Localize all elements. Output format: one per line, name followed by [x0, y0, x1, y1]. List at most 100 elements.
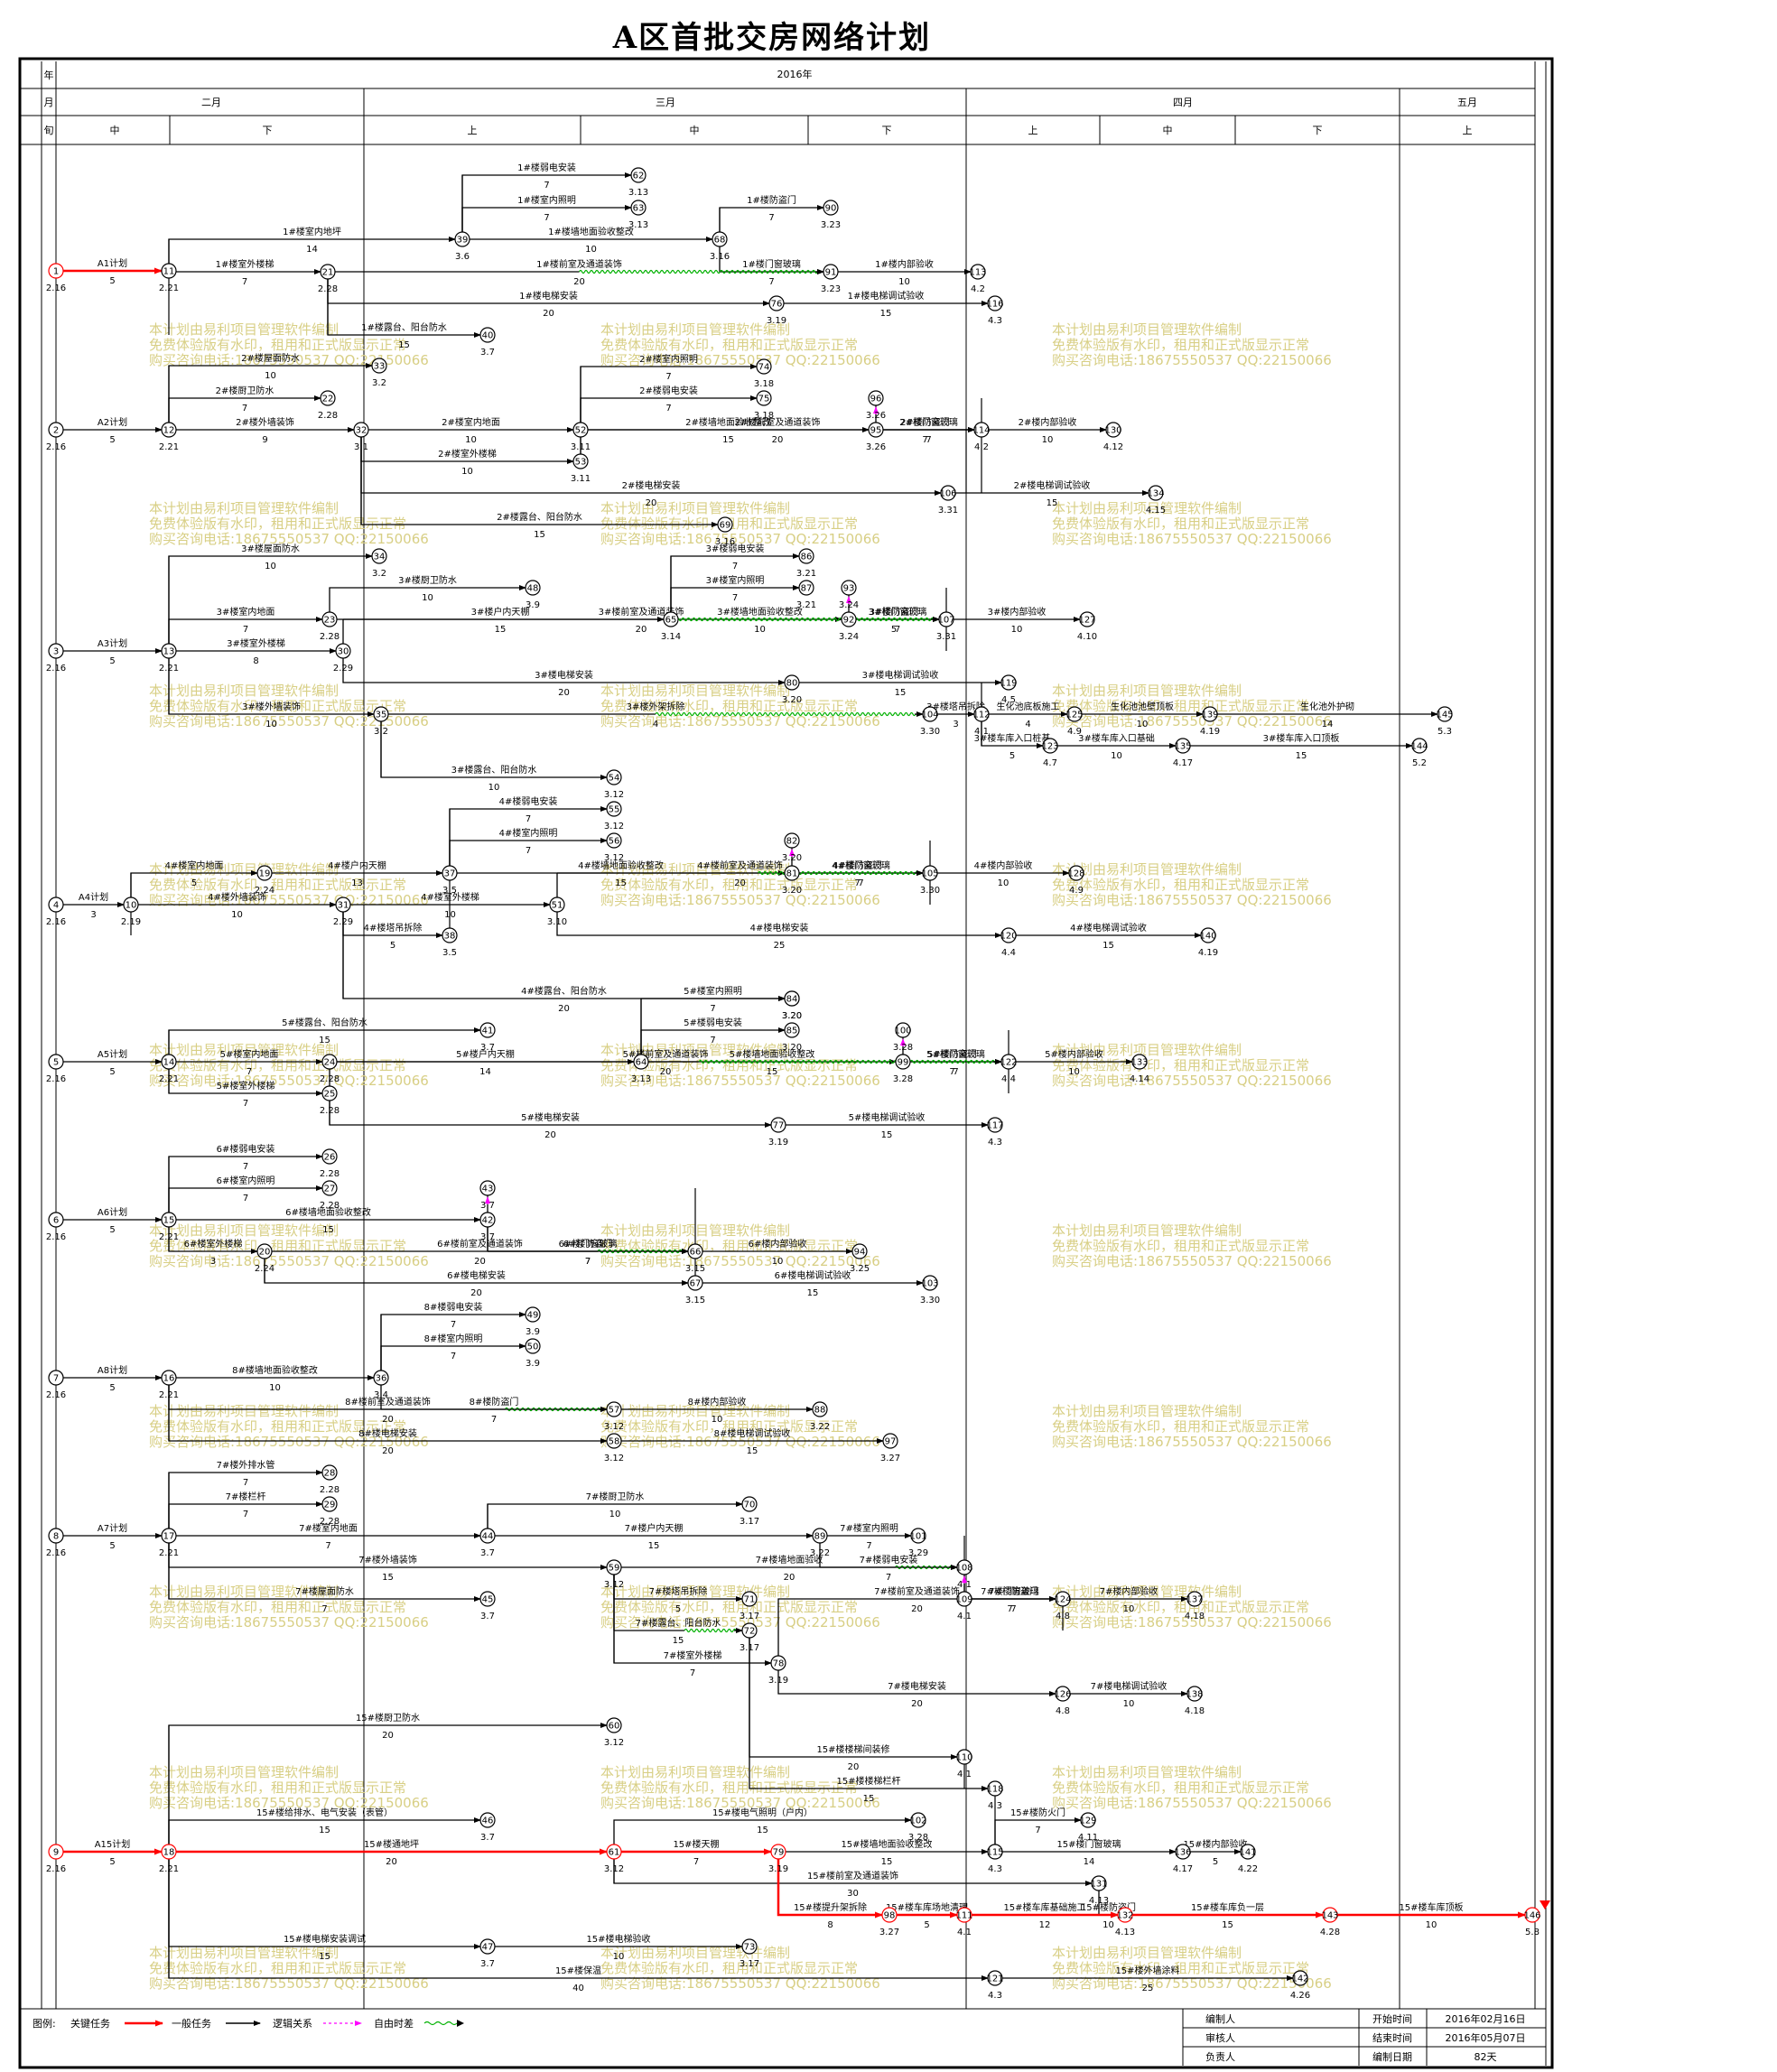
node-id: 111: [955, 1911, 972, 1921]
node-date: 3.9: [526, 1327, 540, 1337]
node-date: 3.19: [768, 1864, 788, 1874]
activity-name: 7#楼外排水管: [217, 1459, 275, 1471]
activity-arrow: 15#楼楼梯栏杆 15: [749, 1638, 989, 1804]
period-label: 上: [1463, 125, 1473, 136]
node-id: 145: [1436, 711, 1453, 720]
watermark-text: 免费体验版有水印，租用和正式版显示正常: [149, 516, 406, 532]
activity-duration: 10: [754, 625, 766, 635]
event-node: 333.2: [371, 358, 387, 388]
activity-duration: 20: [772, 435, 784, 445]
activity-duration: 20: [646, 498, 657, 508]
activity-name: 4#楼室内地面: [165, 859, 224, 871]
node-date: 3.15: [685, 1296, 705, 1305]
activity-duration: 7: [922, 435, 927, 445]
activity-name: 7#楼墙地面验收: [756, 1554, 823, 1566]
activity-duration: 15: [880, 309, 892, 319]
event-node: 923.24: [839, 611, 859, 642]
activity-name: 3#楼车库入口桩基: [974, 732, 1051, 744]
activity-duration: 10: [461, 467, 473, 477]
activity-duration: 10: [613, 1952, 625, 1962]
activity-arrow: 4#楼电梯调试验收 15: [1016, 922, 1202, 951]
node-date: 4.3: [988, 316, 1002, 326]
activity-name: 4#楼室内照明: [499, 827, 558, 839]
node-date: 2.16: [46, 664, 66, 674]
node-id: 94: [854, 1248, 866, 1258]
node-date: 4.8: [1056, 1706, 1070, 1716]
event-node: 122.21: [159, 422, 179, 452]
node-id: 112: [972, 711, 990, 720]
event-node: 743.18: [754, 358, 774, 389]
node-id: 69: [720, 521, 731, 531]
node-id: 37: [444, 869, 456, 879]
activity-arrow: 3#楼厨卫防水 10: [329, 574, 526, 612]
event-node: 129 4.11: [1078, 1812, 1098, 1843]
node-date: 2.28: [320, 1485, 340, 1495]
activity-name: 6#楼防盗门: [563, 1238, 613, 1250]
activity-duration: 15: [881, 1857, 893, 1867]
watermark-text: 免费体验版有水印，租用和正式版显示正常: [1052, 337, 1309, 353]
activity-duration: 7: [710, 1036, 715, 1045]
event-node: 893.22: [810, 1528, 830, 1558]
node-id: 39: [457, 236, 469, 246]
activity-duration: 14: [1322, 720, 1334, 729]
node-id: 19: [259, 869, 271, 879]
activity-name: 6#楼门窗玻璃: [559, 1238, 618, 1250]
event-node: 146 5.8: [1523, 1907, 1541, 1937]
node-date: 2.21: [159, 1390, 179, 1400]
node-id: 119: [1000, 679, 1017, 689]
node-date: 2.29: [333, 664, 353, 674]
legend-logic-label: 逻辑关系: [273, 2017, 312, 2030]
watermark-text: 购买咨询电话:18675550537 QQ:22150066: [600, 713, 880, 729]
activity-duration: 10: [1123, 1604, 1135, 1614]
event-node: 114 4.2: [972, 422, 991, 452]
node-id: 31: [338, 901, 349, 911]
node-date: 3.27: [880, 1454, 900, 1463]
activity-duration: 5: [109, 1383, 115, 1393]
event-node: 172.21: [159, 1528, 179, 1558]
activity-name: 2#楼墙地面验收整改: [685, 416, 771, 428]
event-node: 963.26: [866, 390, 886, 421]
node-id: 104: [921, 711, 938, 720]
activity-duration: 10: [231, 910, 243, 920]
activity-name: 2#楼外墙装饰: [236, 416, 294, 428]
activity-name: 6#楼前室及通道装饰: [437, 1238, 523, 1250]
watermark-text: 本计划由易利项目管理软件编制: [1052, 1222, 1242, 1239]
node-date: 3.20: [782, 695, 802, 705]
node-date: 4.3: [988, 1991, 1002, 2001]
activity-name: 6#楼室内照明: [217, 1175, 275, 1186]
node-id: 47: [482, 1943, 494, 1953]
event-node: 683.16: [710, 231, 730, 262]
node-date: 3.5: [442, 886, 457, 896]
node-date: 3.20: [782, 1011, 802, 1021]
node-id: 117: [986, 1121, 1003, 1131]
activity-duration: 10: [898, 277, 910, 287]
watermark-text: 免费体验版有水印，租用和正式版显示正常: [600, 337, 858, 353]
activity-arrow: A5计划 5: [63, 1048, 163, 1077]
activity-duration: 20: [848, 1762, 860, 1772]
activity-duration: 15: [863, 1794, 875, 1804]
activity-duration: 20: [558, 688, 570, 698]
node-date: 3.22: [810, 1422, 830, 1432]
watermark-text: 购买咨询电话:18675550537 QQ:22150066: [1052, 1434, 1332, 1450]
activity-arrow: 7#楼栏杆 7: [168, 1491, 323, 1528]
activity-arrow: 4#楼外墙装饰 10: [138, 891, 337, 920]
activity-arrow: 7#楼屋面防水 7: [168, 1543, 481, 1614]
node-date: 3.31: [936, 632, 956, 642]
node-id: 144: [1410, 742, 1428, 752]
activity-name: 15#楼楼梯间装修: [816, 1743, 889, 1755]
node-date: 3.20: [782, 1043, 802, 1053]
event-node: 252.28: [320, 1085, 340, 1116]
activity-name: 3#楼电梯安装: [535, 669, 593, 681]
event-node: 853.20: [782, 1022, 802, 1053]
node-date: 3.7: [480, 1959, 495, 1969]
activity-name: 7#楼室内照明: [840, 1522, 898, 1534]
activity-arrow: 1#楼室内照明 7: [461, 194, 632, 232]
activity-name: 3#楼门窗玻璃: [869, 606, 927, 618]
watermark-text: 本计划由易利项目管理软件编制: [600, 683, 790, 699]
node-date: 4.1: [957, 1770, 972, 1779]
event-node: 101 3.29: [908, 1528, 928, 1558]
activity-name: 8#楼内部验收: [688, 1396, 747, 1408]
activity-arrow: 3#楼室内照明 7: [670, 574, 800, 612]
activity-duration: 7: [544, 213, 549, 223]
event-node: 903.23: [821, 200, 841, 230]
